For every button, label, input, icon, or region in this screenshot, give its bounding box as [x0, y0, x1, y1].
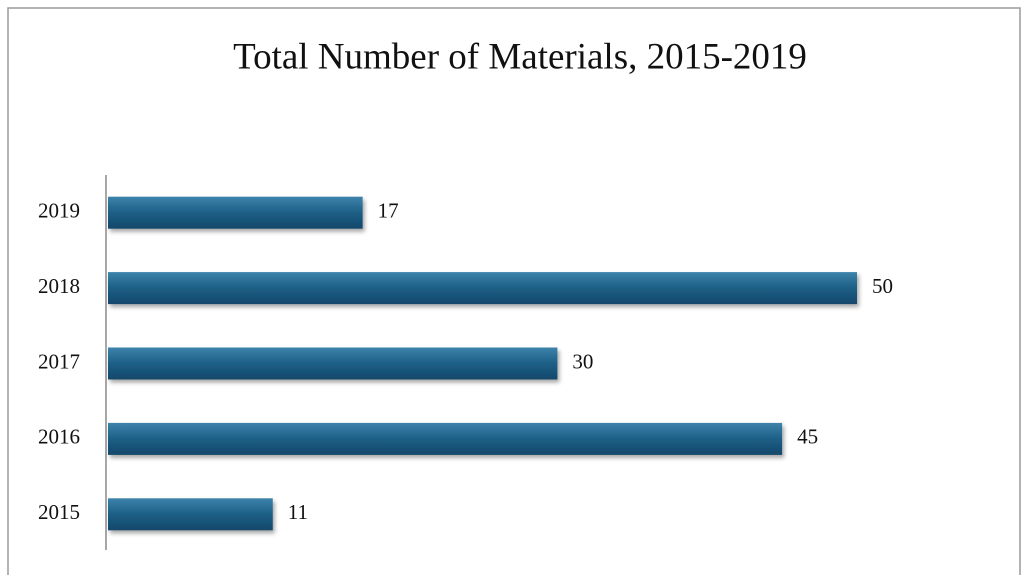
data-label: 45 — [797, 425, 818, 449]
data-label: 30 — [572, 349, 593, 373]
bar — [108, 196, 363, 229]
bar — [108, 422, 783, 455]
y-tick-label: 2016 — [38, 425, 80, 449]
bar — [108, 272, 857, 305]
data-label: 11 — [288, 500, 308, 524]
y-tick-label: 2019 — [38, 199, 80, 223]
bar — [108, 498, 273, 531]
bar — [108, 347, 558, 380]
y-tick-label: 2018 — [38, 274, 80, 298]
chart-title: Total Number of Materials, 2015-2019 — [233, 36, 807, 77]
data-label: 50 — [872, 274, 893, 298]
data-label: 17 — [378, 199, 399, 223]
y-tick-label: 2015 — [38, 500, 80, 524]
frame — [7, 7, 1021, 575]
y-tick-label: 2017 — [38, 349, 80, 373]
